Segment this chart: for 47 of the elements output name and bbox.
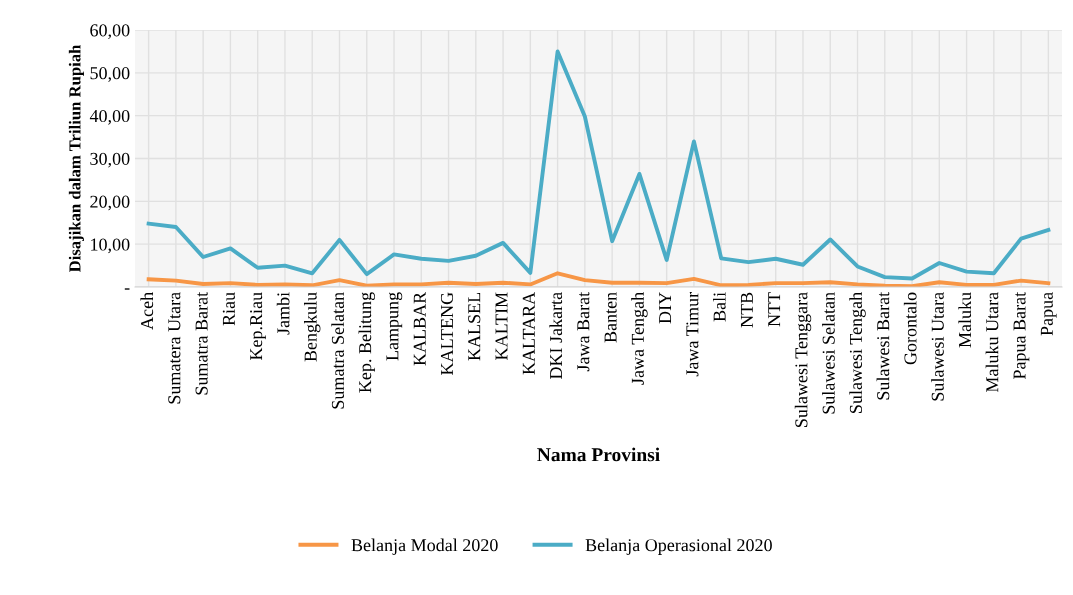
y-axis-title: Disajikan dalam Triliun Rupiah xyxy=(68,44,84,273)
x-tick-label: KALTARA xyxy=(522,291,535,375)
x-tick-label: Jambi xyxy=(276,292,290,335)
x-tick-label: Kep.Riau xyxy=(250,292,266,361)
x-tick-label: Maluku xyxy=(958,292,972,348)
x-tick-label: Sulawesi Utara xyxy=(931,292,944,401)
x-tick-label: Sulawesi Tenggara xyxy=(794,292,812,427)
y-tick-label: 60,00 xyxy=(90,24,130,40)
y-tick-label: 40,00 xyxy=(89,109,130,125)
y-tick-label: - xyxy=(124,288,130,290)
x-tick-label: KALSEL xyxy=(468,292,481,361)
legend-label: Belanja Operasional 2020 xyxy=(585,538,772,555)
x-tick-label: NTB xyxy=(740,292,753,328)
x-tick-label: Riau xyxy=(222,292,235,326)
x-tick-label: DKI Jakarta xyxy=(549,292,563,380)
x-tick-label: Papua Barat xyxy=(1013,291,1030,380)
x-tick-label: Kep. Belitung xyxy=(358,292,375,393)
x-tick-label: Sumatra Barat xyxy=(195,291,208,395)
x-tick-label: Sulawesi Selatan xyxy=(822,292,835,414)
x-tick-label: Gorontalo xyxy=(903,292,917,365)
x-tick-label: Bengkulu xyxy=(304,292,321,362)
x-tick-label: Maluku Utara xyxy=(985,292,999,393)
x-tick-label: KALTENG xyxy=(440,292,454,375)
x-tick-label: Banten xyxy=(604,292,617,343)
line-series xyxy=(146,49,1051,281)
line-series xyxy=(146,271,1051,287)
x-tick-label: DIY xyxy=(659,292,672,324)
x-tick-label: NTT xyxy=(768,292,781,327)
x-tick-label: KALTIM xyxy=(495,292,508,360)
x-tick-label: Aceh xyxy=(140,292,154,330)
x-tick-label: Jawa Barat xyxy=(577,291,590,372)
x-tick-label: Sulawesi Tengah xyxy=(849,292,866,413)
y-tick-label: 10,00 xyxy=(91,238,130,254)
x-tick-label: Papua xyxy=(1040,292,1057,336)
x-tick-label: Lampung xyxy=(386,292,403,361)
x-tick-label: KALBAR xyxy=(413,291,426,366)
x-tick-label: Jawa Tengah xyxy=(631,292,648,385)
x-tick-label: Sulawesi Barat xyxy=(876,291,890,400)
legend-label: Belanja Modal 2020 xyxy=(351,538,498,555)
x-tick-label: Sumatera Utara xyxy=(168,292,181,404)
x-tick-label: Sumatra Selatan xyxy=(331,292,344,409)
y-tick-label: 50,00 xyxy=(90,67,130,82)
x-tick-label: Jawa Timur xyxy=(686,292,699,377)
y-tick-label: 20,00 xyxy=(90,195,130,211)
x-tick-label: Bali xyxy=(713,292,726,322)
x-axis-title: Nama Provinsi xyxy=(537,447,660,462)
y-tick-label: 30,00 xyxy=(90,152,130,168)
